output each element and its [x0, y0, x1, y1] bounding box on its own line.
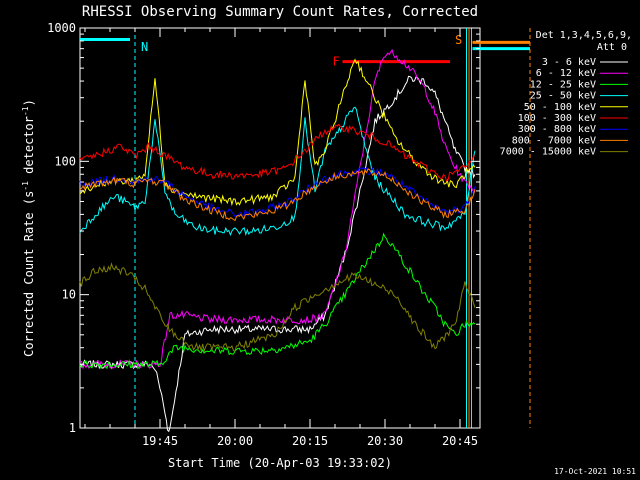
series-line-300-800-kev	[79, 166, 476, 218]
legend-header-2: Att 0	[597, 42, 627, 53]
y-tick-label: 1	[69, 421, 76, 435]
legend-label-25-50-kev: 25 - 50 keV	[530, 91, 596, 102]
footer-date: 17-Oct-2021 10:51	[554, 467, 636, 476]
annotation-s: S	[455, 33, 462, 47]
x-tick-label: 20:45	[442, 434, 478, 448]
x-tick-label: 20:15	[292, 434, 328, 448]
y-axis-label: Corrected Count Rate (s-1 detector-1)	[21, 99, 36, 357]
y-axis-label-sup2: -1	[21, 106, 30, 116]
annotation-f: F	[333, 55, 340, 69]
y-tick-label: 10	[62, 288, 76, 302]
series-line-12-25-kev	[79, 232, 476, 370]
y-tick-label: 100	[54, 154, 76, 168]
annotation-n: N	[141, 40, 148, 54]
y-axis-ticks: 1 10 100 1000	[47, 21, 480, 435]
y-axis-label-part2: detector	[22, 116, 36, 181]
y-axis-label-sup1: -1	[21, 181, 30, 191]
series-line-7000-15000-kev	[79, 262, 476, 353]
legend-label-12-25-kev: 12 - 25 keV	[530, 79, 596, 90]
flag-markers	[80, 28, 531, 428]
x-tick-label: 19:45	[142, 434, 178, 448]
series-line-100-300-kev	[79, 123, 476, 182]
x-tick-label: 20:30	[367, 434, 403, 448]
chart-title: RHESSI Observing Summary Count Rates, Co…	[82, 4, 478, 20]
legend-label-50-100-kev: 50 - 100 keV	[524, 102, 596, 113]
legend-label-6-12-kev: 6 - 12 keV	[536, 68, 596, 79]
series-line-50-100-kev	[79, 58, 476, 207]
plot-frame	[79, 27, 481, 429]
series-line-800-7000-kev	[79, 168, 476, 222]
legend-label-300-800-kev: 300 - 800 keV	[518, 124, 596, 135]
annotation-labels: N S F	[141, 33, 462, 69]
y-tick-label: 1000	[47, 21, 76, 35]
legend-label-7000-15000-kev: 7000 - 15000 keV	[500, 147, 596, 158]
series-line-25-50-kev	[79, 106, 476, 237]
y-axis-label-part3: )	[22, 99, 36, 106]
plot-border	[79, 27, 481, 429]
legend-header-1: Det 1,3,4,5,6,9,	[536, 30, 632, 41]
x-axis-label: Start Time (20-Apr-03 19:33:02)	[168, 456, 392, 470]
x-tick-label: 20:00	[217, 434, 253, 448]
series-line-3-6-kev	[79, 75, 476, 433]
y-axis-label-part1: Corrected Count Rate (s	[22, 191, 36, 357]
series-lines	[79, 48, 476, 433]
x-axis-ticks: 19:45 20:00 20:15 20:30 20:45	[84, 28, 478, 448]
legend-label-800-7000-kev: 800 - 7000 keV	[512, 135, 596, 146]
legend-label-100-300-kev: 100 - 300 keV	[518, 113, 596, 124]
legend-label-3-6-kev: 3 - 6 keV	[542, 57, 596, 68]
